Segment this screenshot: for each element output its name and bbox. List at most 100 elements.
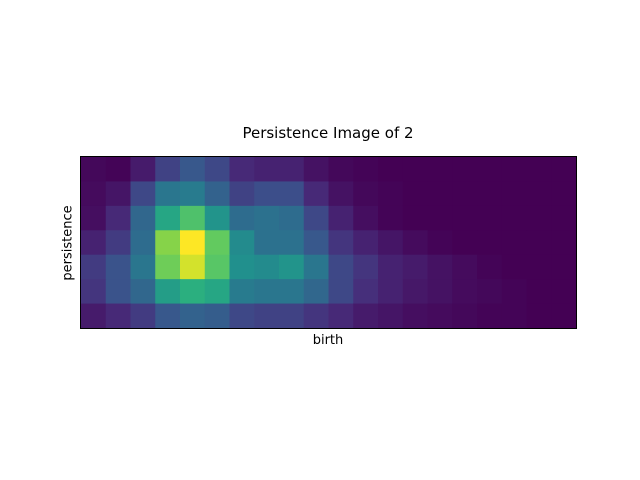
- heatmap-cell: [279, 230, 305, 256]
- heatmap-cell: [551, 181, 577, 207]
- heatmap-cell: [279, 205, 305, 231]
- heatmap-cell: [328, 205, 354, 231]
- heatmap-cell: [81, 279, 107, 305]
- heatmap-cell: [452, 230, 478, 256]
- heatmap-cell: [378, 181, 404, 207]
- heatmap-cell: [130, 303, 156, 329]
- heatmap-cell: [551, 157, 577, 183]
- heatmap-cell: [452, 181, 478, 207]
- heatmap-cell: [378, 205, 404, 231]
- heatmap-cell: [229, 181, 255, 207]
- heatmap-cell: [105, 157, 132, 183]
- heatmap-cell: [155, 279, 181, 305]
- heatmap-cell: [105, 205, 132, 231]
- heatmap-cell: [105, 303, 132, 329]
- heatmap-cell: [378, 279, 404, 305]
- heatmap-cell: [279, 254, 305, 280]
- chart-title: Persistence Image of 2: [242, 124, 414, 142]
- heatmap-cell: [303, 205, 330, 231]
- heatmap-cell: [526, 303, 552, 329]
- heatmap-cell: [155, 205, 181, 231]
- heatmap-cell: [105, 279, 132, 305]
- heatmap-cell: [204, 279, 231, 305]
- heatmap-cell: [303, 303, 330, 329]
- heatmap-cell: [427, 157, 453, 183]
- heatmap-cell: [353, 230, 379, 256]
- heatmap-cell: [378, 157, 404, 183]
- heatmap-cell: [328, 303, 354, 329]
- heatmap-cell: [501, 205, 528, 231]
- heatmap-cell: [155, 181, 181, 207]
- heatmap-cell: [303, 157, 330, 183]
- heatmap-cell: [402, 230, 429, 256]
- heatmap-cell: [378, 254, 404, 280]
- heatmap-cell: [229, 157, 255, 183]
- heatmap-cell: [204, 157, 231, 183]
- heatmap-cell: [229, 303, 255, 329]
- heatmap-cell: [180, 205, 206, 231]
- heatmap-cell: [427, 254, 453, 280]
- heatmap-cell: [81, 157, 107, 183]
- heatmap-cell: [254, 279, 280, 305]
- heatmap-cell: [328, 230, 354, 256]
- heatmap-cell: [353, 181, 379, 207]
- heatmap-cell: [130, 230, 156, 256]
- heatmap-cell: [303, 254, 330, 280]
- heatmap-cell: [81, 254, 107, 280]
- heatmap-cell: [180, 157, 206, 183]
- heatmap-cell: [427, 279, 453, 305]
- heatmap-cell: [155, 254, 181, 280]
- heatmap-cell: [229, 279, 255, 305]
- heatmap-cell: [254, 181, 280, 207]
- heatmap-cell: [477, 181, 503, 207]
- heatmap-cell: [180, 254, 206, 280]
- heatmap-cell: [551, 303, 577, 329]
- heatmap-cell: [130, 279, 156, 305]
- heatmap-cell: [402, 254, 429, 280]
- heatmap-cell: [229, 254, 255, 280]
- heatmap-cell: [452, 157, 478, 183]
- heatmap-cell: [279, 157, 305, 183]
- heatmap-cell: [81, 230, 107, 256]
- heatmap-cell: [501, 230, 528, 256]
- heatmap-cell: [402, 205, 429, 231]
- heatmap-cell: [204, 181, 231, 207]
- heatmap-cell: [551, 254, 577, 280]
- y-axis-label: persistence: [60, 205, 76, 281]
- heatmap-cell: [130, 254, 156, 280]
- heatmap-cell: [328, 279, 354, 305]
- heatmap-cell: [427, 303, 453, 329]
- heatmap-cell: [526, 254, 552, 280]
- heatmap-cell: [254, 157, 280, 183]
- heatmap-cell: [328, 254, 354, 280]
- heatmap-cell: [81, 303, 107, 329]
- axes-frame: [80, 156, 577, 329]
- heatmap-cell: [353, 254, 379, 280]
- heatmap-cell: [526, 205, 552, 231]
- heatmap-cell: [130, 205, 156, 231]
- heatmap-cell: [402, 157, 429, 183]
- heatmap-cell: [402, 279, 429, 305]
- heatmap-cell: [254, 230, 280, 256]
- heatmap-cell: [477, 254, 503, 280]
- heatmap-cell: [204, 303, 231, 329]
- heatmap-cell: [501, 181, 528, 207]
- heatmap-cell: [526, 181, 552, 207]
- heatmap-cell: [279, 303, 305, 329]
- heatmap-cell: [477, 157, 503, 183]
- heatmap-cell: [501, 157, 528, 183]
- heatmap-cell: [427, 230, 453, 256]
- heatmap-cell: [526, 230, 552, 256]
- heatmap-cell: [452, 254, 478, 280]
- heatmap-cell: [477, 279, 503, 305]
- heatmap-cell: [204, 254, 231, 280]
- heatmap-cell: [378, 230, 404, 256]
- heatmap-cell: [180, 230, 206, 256]
- heatmap-cell: [204, 230, 231, 256]
- heatmap-cell: [155, 230, 181, 256]
- heatmap-cell: [229, 205, 255, 231]
- heatmap-cell: [155, 157, 181, 183]
- heatmap-cell: [105, 181, 132, 207]
